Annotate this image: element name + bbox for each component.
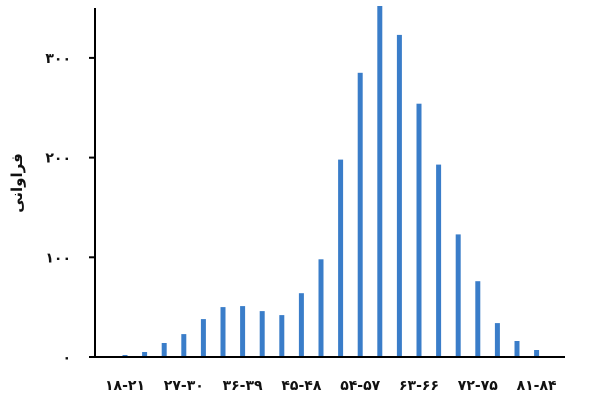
y-tick-label: ۲۰۰	[45, 151, 71, 167]
bar-10	[298, 293, 304, 357]
bar-5	[200, 319, 206, 357]
x-tick-label: ۷۲-۷۵	[458, 378, 498, 394]
x-tick-label: ۳۶-۳۹	[223, 378, 263, 394]
bar-7	[240, 306, 246, 357]
y-tick-label: ۰	[62, 350, 71, 366]
axes-group	[94, 8, 565, 358]
bar-13	[357, 72, 363, 358]
bar-3	[161, 343, 167, 357]
bar-8	[259, 311, 265, 357]
bar-11	[318, 259, 324, 357]
y-tick-label: ۳۰۰	[45, 51, 71, 67]
bar-21	[514, 341, 520, 357]
y-axis-title: فراوانی	[8, 153, 26, 213]
x-tick-label: ۶۳-۶۶	[399, 378, 439, 394]
y-tick-label: ۱۰۰	[45, 250, 71, 266]
x-tick-label: ۲۷-۳۰	[164, 378, 204, 394]
x-tick-label: ۵۴-۵۷	[340, 378, 380, 394]
x-ticks-group: ۱۸-۲۱ ۲۷-۳۰ ۳۶-۳۹ ۴۵-۴۸ ۵۴-۵۷ ۶۳-۶۶ ۷۲-۷۵ ۸۱-۸۴	[105, 378, 557, 394]
x-tick-label: ۱۸-۲۱	[105, 378, 145, 394]
bar-4	[181, 334, 187, 357]
bar-12	[338, 159, 344, 357]
bar-17	[436, 164, 442, 357]
bar-16	[416, 103, 422, 357]
bar-20	[494, 323, 500, 357]
bar-2	[142, 352, 148, 357]
y-ticks-group: ۰ ۱۰۰ ۲۰۰ ۳۰۰	[45, 51, 95, 366]
bars-group	[122, 6, 540, 358]
bar-19	[475, 281, 481, 357]
bar-18	[455, 234, 461, 357]
bar-15	[396, 34, 402, 358]
bar-6	[220, 307, 226, 357]
x-tick-label: ۴۵-۴۸	[281, 378, 321, 394]
bar-14	[377, 6, 383, 357]
bar-22	[534, 350, 540, 357]
x-tick-label: ۸۱-۸۴	[517, 378, 557, 394]
bar-9	[279, 315, 285, 357]
